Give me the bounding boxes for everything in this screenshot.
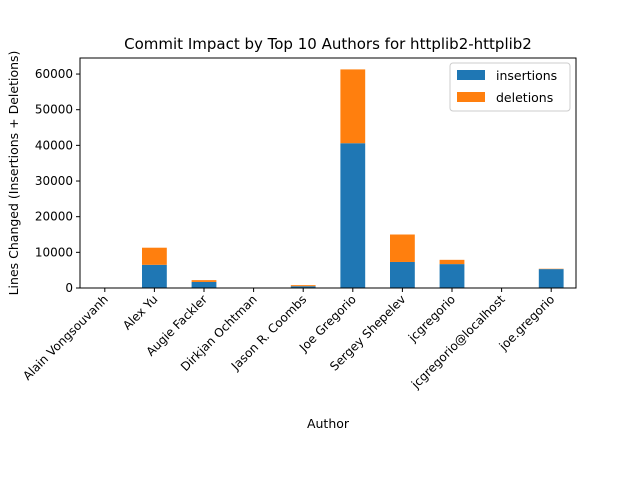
y-axis: 0 10000 20000 30000 40000 50000 60000 — [35, 67, 80, 295]
bar-deletions-2 — [191, 280, 217, 282]
bar-deletions-5 — [340, 69, 366, 144]
x-tick-label-0: Alain Vongsouvanh — [20, 292, 111, 383]
legend-swatch-deletions — [457, 92, 485, 102]
bars-group — [92, 69, 564, 288]
y-tick-label-5: 50000 — [35, 103, 73, 117]
plot-frame — [79, 57, 577, 289]
y-tick-label-1: 10000 — [35, 245, 73, 259]
y-tick-label-2: 20000 — [35, 210, 73, 224]
y-tick-label-6: 60000 — [35, 67, 73, 81]
bar-insertions-4 — [290, 286, 316, 288]
bar-deletions-6 — [390, 234, 415, 262]
chart-title: Commit Impact by Top 10 Authors for http… — [124, 35, 532, 53]
bar-insertions-7 — [439, 264, 465, 288]
bar-insertions-2 — [191, 281, 217, 288]
x-tick-label-1: Alex Yu — [120, 292, 160, 332]
legend-label-deletions: deletions — [496, 90, 553, 105]
legend-swatch-insertions — [457, 70, 485, 80]
legend-label-insertions: insertions — [496, 68, 557, 83]
x-tick-label-7: jcgregorio — [405, 292, 458, 345]
x-axis-label: Author — [307, 416, 350, 431]
bar-insertions-5 — [340, 143, 366, 288]
bar-insertions-1 — [142, 264, 167, 288]
x-tick-label-8: jcgregorio@localhost — [408, 292, 508, 392]
legend: insertions deletions — [449, 62, 571, 112]
bar-deletions-1 — [142, 247, 167, 265]
bar-insertions-6 — [390, 261, 415, 288]
y-axis-label: Lines Changed (Insertions + Deletions) — [6, 51, 21, 296]
bar-deletions-7 — [439, 259, 465, 265]
bar-insertions-9 — [538, 269, 564, 288]
bar-deletions-4 — [290, 285, 316, 287]
y-tick-label-3: 30000 — [35, 174, 73, 188]
y-tick-label-4: 40000 — [35, 138, 73, 152]
y-tick-label-0: 0 — [65, 281, 73, 295]
